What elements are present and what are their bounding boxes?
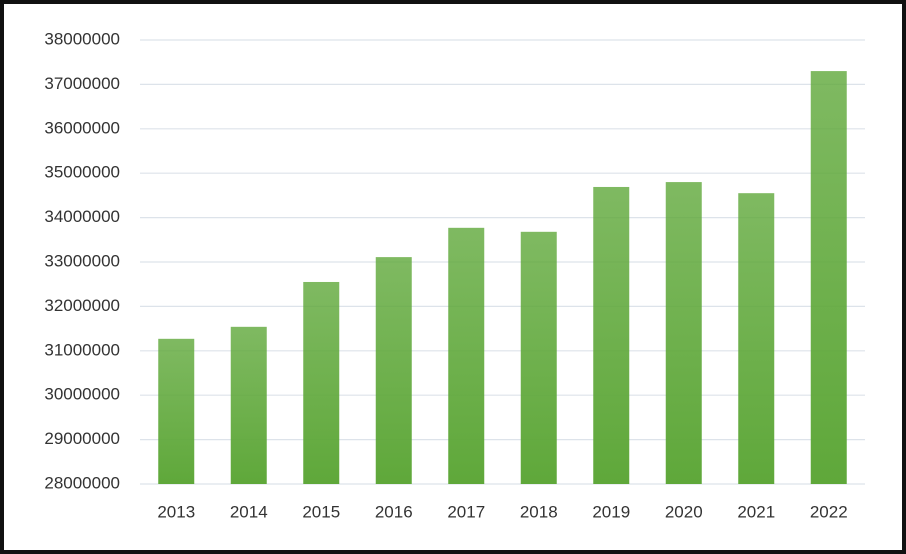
x-tick-label: 2016 (375, 502, 413, 521)
x-tick-label: 2013 (157, 502, 195, 521)
y-tick-label: 35000000 (44, 163, 120, 182)
bar (593, 186, 630, 485)
x-tick-label: 2015 (302, 502, 340, 521)
x-tick-label: 2021 (737, 502, 775, 521)
x-tick-label: 2022 (810, 502, 848, 521)
y-tick-label: 31000000 (44, 340, 120, 359)
y-tick-label: 34000000 (44, 207, 120, 226)
bar (665, 182, 702, 484)
bar (448, 227, 485, 484)
y-tick-label: 29000000 (44, 429, 120, 448)
bar (738, 193, 775, 484)
x-tick-label: 2020 (665, 502, 703, 521)
x-tick-label: 2018 (520, 502, 558, 521)
x-tick-label: 2017 (447, 502, 485, 521)
y-tick-label: 30000000 (44, 385, 120, 404)
bar (520, 231, 557, 484)
y-tick-label: 32000000 (44, 296, 120, 315)
bar (810, 71, 847, 484)
bar (158, 338, 195, 484)
x-tick-label: 2014 (230, 502, 268, 521)
y-tick-label: 38000000 (44, 29, 120, 48)
y-tick-label: 33000000 (44, 251, 120, 270)
y-tick-label: 36000000 (44, 118, 120, 137)
y-tick-label: 28000000 (44, 473, 120, 492)
bar (375, 257, 412, 484)
bar (230, 326, 267, 484)
y-tick-label: 37000000 (44, 74, 120, 93)
bar (303, 281, 340, 484)
x-tick-label: 2019 (592, 502, 630, 521)
